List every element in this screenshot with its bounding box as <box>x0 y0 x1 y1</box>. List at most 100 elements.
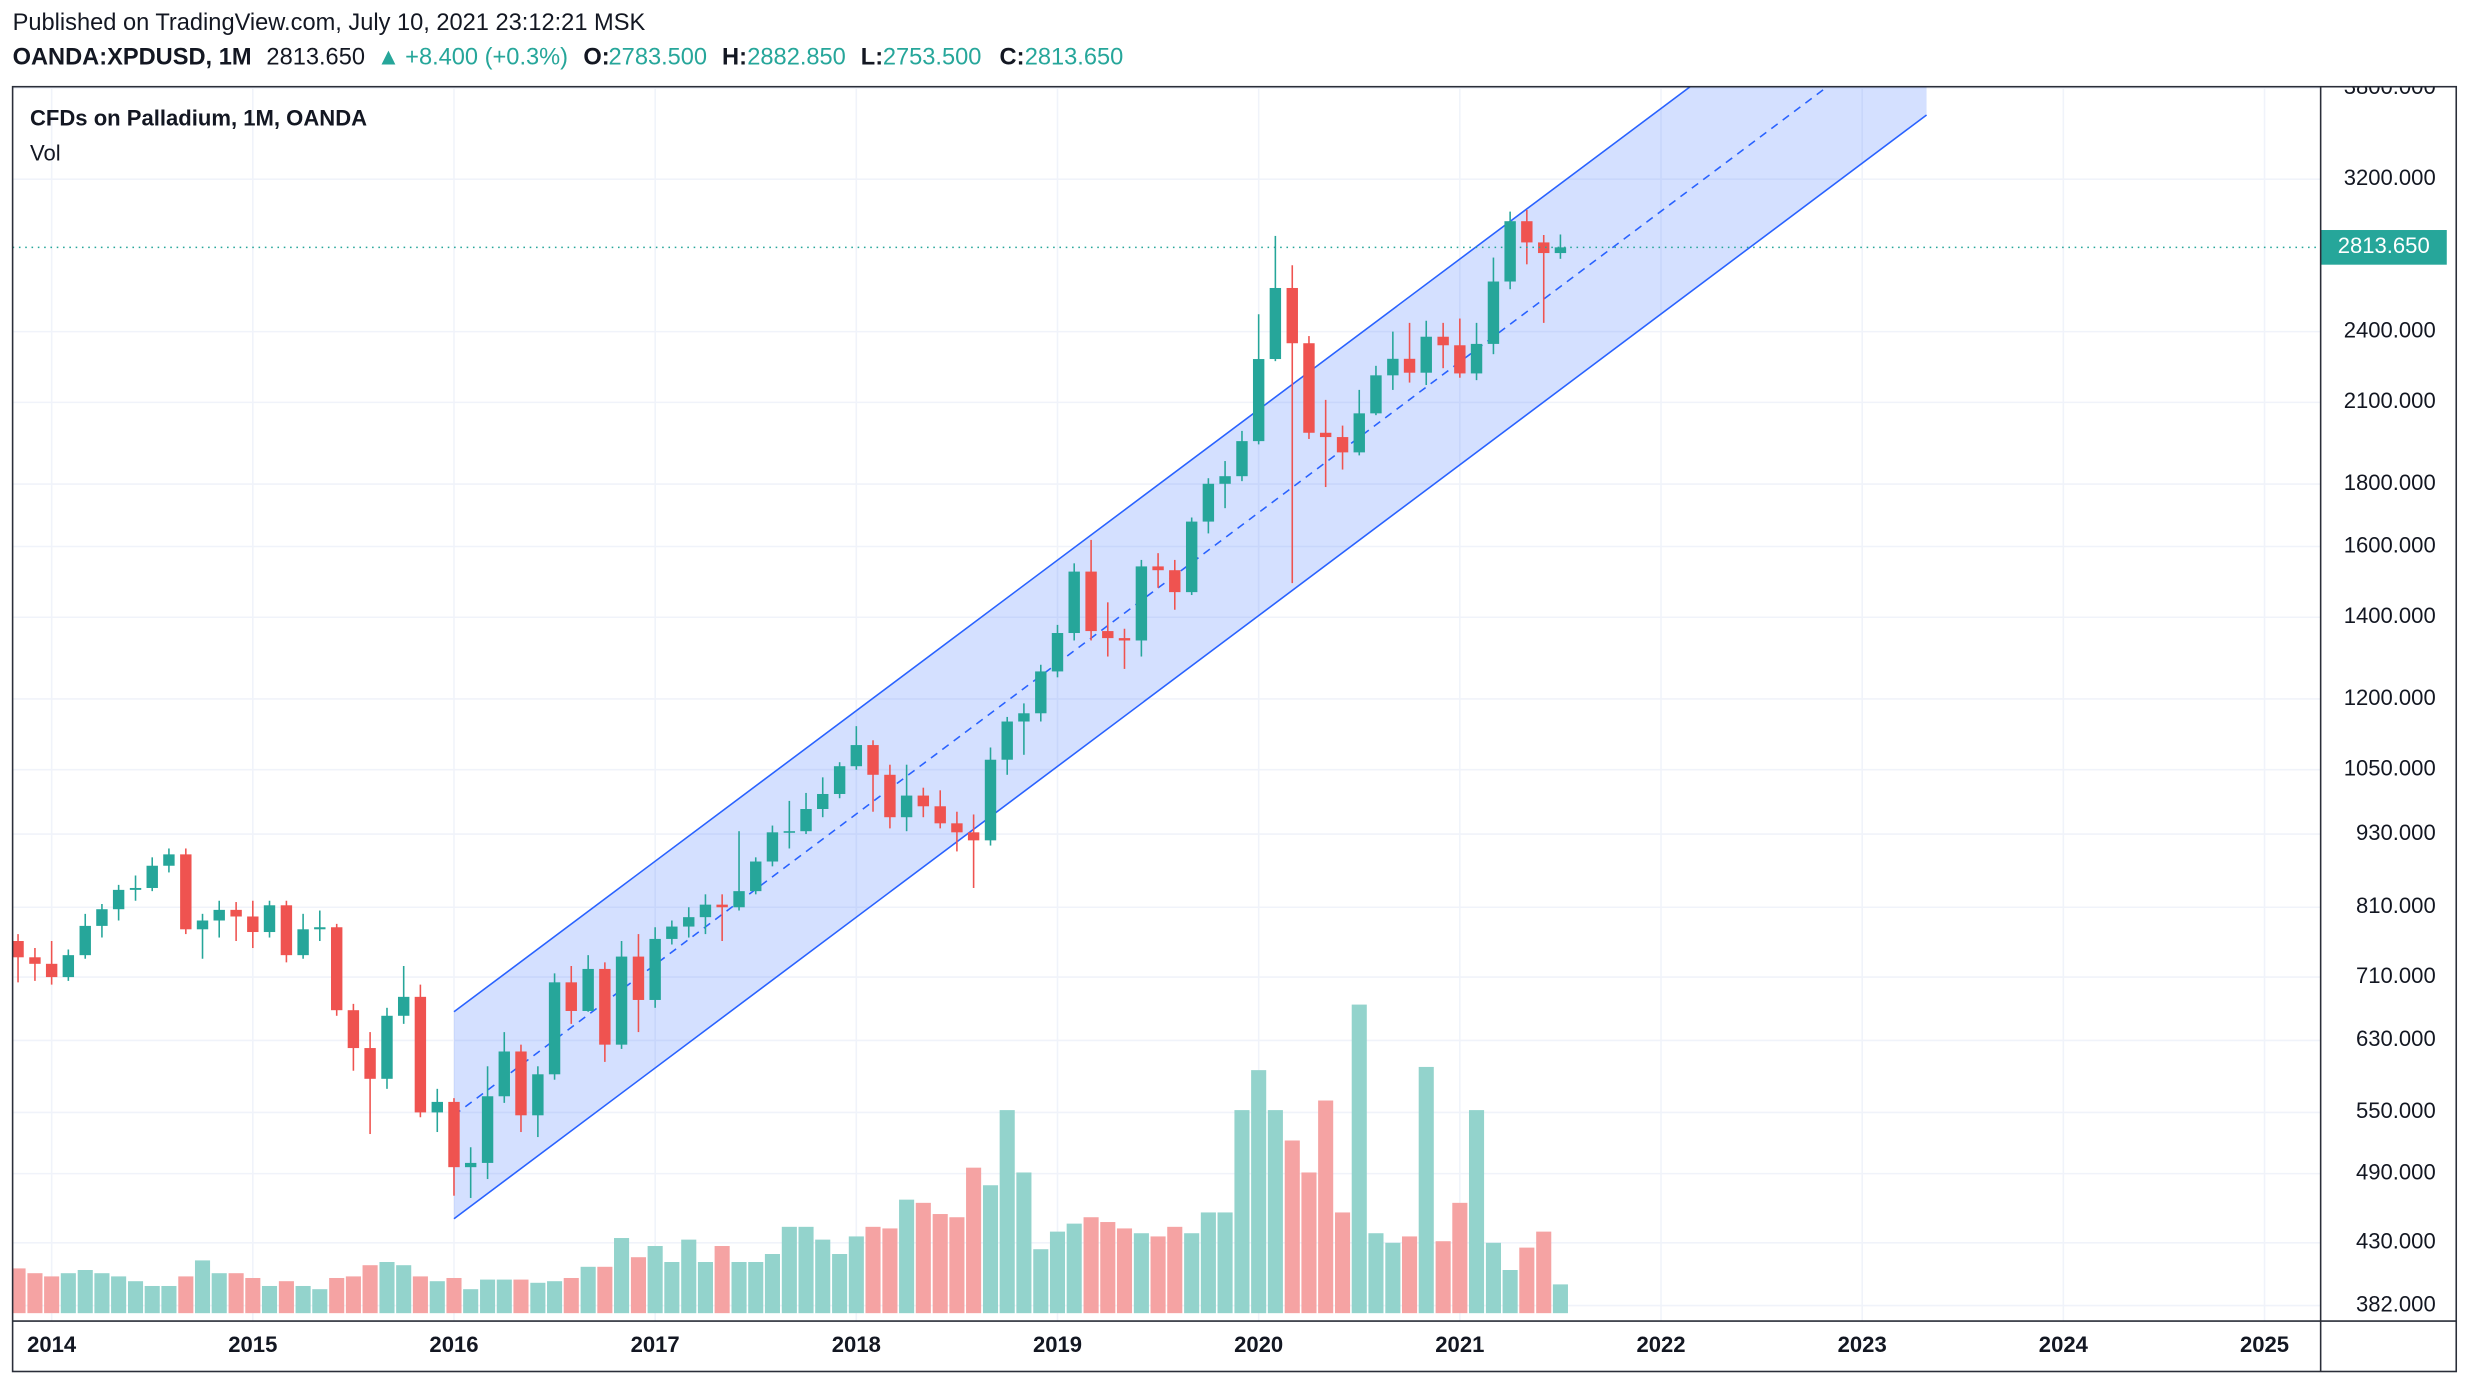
candle-body <box>649 938 661 1000</box>
y-tick-label: 490.000 <box>2356 1159 2436 1184</box>
candle-body <box>96 909 108 926</box>
y-tick-label: 2400.000 <box>2344 317 2436 342</box>
volume-bar <box>111 1276 127 1314</box>
y-tick-label: 1050.000 <box>2344 756 2436 781</box>
candle-body <box>917 795 930 807</box>
volume-bar <box>94 1273 110 1314</box>
candle-body <box>62 955 75 978</box>
candle-body <box>146 865 158 888</box>
high-label: H: <box>722 45 747 71</box>
candle-body <box>716 904 728 908</box>
volume-bar <box>697 1262 713 1314</box>
candle-body <box>750 861 762 892</box>
candle-body <box>498 1051 510 1097</box>
volume-bar <box>1066 1223 1082 1314</box>
channel-lower <box>453 114 1928 1220</box>
volume-bar <box>1385 1242 1401 1314</box>
candle-body <box>1236 441 1248 477</box>
volume-bar <box>60 1273 76 1314</box>
chart-title: CFDs on Palladium, 1M, OANDA <box>30 106 367 131</box>
candle-body <box>1135 566 1148 641</box>
candle-body <box>364 1048 376 1079</box>
candle-body <box>431 1101 443 1113</box>
volume-bar <box>982 1185 999 1314</box>
volume-bar <box>882 1228 898 1314</box>
high-value: 2882.850 <box>747 45 846 71</box>
plot-area <box>12 86 2321 1314</box>
y-tick-label: 3200.000 <box>2344 165 2436 190</box>
candle-body <box>448 1101 460 1168</box>
volume-bar <box>764 1254 780 1314</box>
price: 2813.650 <box>266 45 365 71</box>
price-axis: 382.000 430.000 490.000 550.000 630.000 710.0… <box>2320 87 2447 1316</box>
candle-body <box>1001 721 1013 760</box>
y-tick-label: 810.000 <box>2356 893 2436 918</box>
volume-bar <box>865 1226 881 1314</box>
last-price-label: 2813.650 <box>2338 233 2430 258</box>
candle-body <box>481 1096 494 1163</box>
volume-bar <box>664 1262 680 1314</box>
candle-body <box>129 887 142 890</box>
volume-bar <box>832 1254 848 1314</box>
candle-body <box>1269 287 1282 360</box>
x-tick-label: 2018 <box>832 1332 881 1357</box>
candle-body <box>1085 571 1097 632</box>
volume-bar <box>1351 1004 1367 1314</box>
candle-body <box>1319 432 1332 438</box>
volume-bar <box>211 1273 227 1314</box>
volume-bar <box>1234 1110 1250 1314</box>
x-tick-label: 2014 <box>27 1332 77 1357</box>
frame <box>11 85 2458 1373</box>
x-tick-label: 2020 <box>1234 1332 1283 1357</box>
volume-bar <box>614 1238 630 1314</box>
volume-bar <box>12 1268 26 1314</box>
volume-bar <box>228 1273 244 1314</box>
volume-bar <box>580 1266 596 1314</box>
volume-bar <box>731 1262 747 1314</box>
volume-bar <box>1116 1228 1133 1314</box>
candle-body <box>800 808 812 832</box>
volume-bar <box>245 1277 261 1314</box>
last-price-badge <box>2320 230 2447 265</box>
candle-body <box>733 891 745 908</box>
x-tick-label: 2025 <box>2240 1332 2289 1357</box>
candle-body <box>1102 631 1114 639</box>
candle-body <box>263 905 276 933</box>
candle-body <box>967 832 980 841</box>
volume-bar <box>714 1246 730 1314</box>
candle-body <box>381 1015 393 1079</box>
candle-body <box>1068 571 1080 634</box>
volume-bar <box>1368 1233 1384 1314</box>
volume-bar <box>1150 1236 1166 1314</box>
candle-body <box>599 968 611 1045</box>
candle-body <box>1303 343 1315 433</box>
candle-body <box>79 925 91 956</box>
candle-body <box>280 905 293 956</box>
candle-body <box>464 1162 477 1168</box>
candle-body <box>1370 375 1382 414</box>
volume-bar <box>530 1282 546 1314</box>
volume-bar <box>1267 1110 1283 1314</box>
close-value: 2813.650 <box>1025 45 1124 71</box>
candle-body <box>112 889 125 910</box>
y-tick-label: 630.000 <box>2356 1026 2436 1051</box>
volume-bar <box>77 1269 93 1314</box>
candle-body <box>632 956 645 1000</box>
volume-bar <box>563 1277 579 1314</box>
volume-bar <box>295 1285 311 1314</box>
candle-body <box>1521 221 1533 243</box>
volume-bar <box>127 1281 144 1314</box>
y-tick-label: 710.000 <box>2356 963 2436 988</box>
volume-bar <box>1217 1212 1233 1314</box>
volume-bar <box>1301 1172 1317 1314</box>
candle-body <box>314 927 326 930</box>
candle-body <box>1219 476 1231 484</box>
volume-bar <box>446 1277 462 1314</box>
volume-bar <box>798 1226 814 1314</box>
x-tick-label: 2015 <box>228 1332 277 1357</box>
x-tick-label: 2023 <box>1838 1332 1887 1357</box>
candle-body <box>1470 343 1483 374</box>
chart-subtitle: Vol <box>30 140 61 165</box>
candle-body <box>833 766 846 794</box>
candle-body <box>900 795 913 818</box>
